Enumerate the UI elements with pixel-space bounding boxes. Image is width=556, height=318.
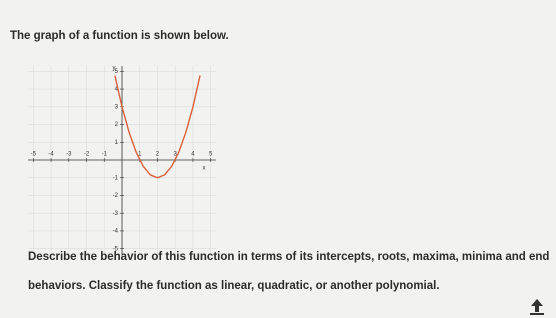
- x-tick-label: -5: [31, 152, 37, 158]
- x-tick-label: -4: [48, 152, 54, 158]
- x-tick-label: 5: [209, 152, 213, 158]
- upload-icon[interactable]: [526, 296, 556, 318]
- prompt: The graph of a function is shown below.: [10, 30, 229, 42]
- function-graph: -5 -4 -3 -2 -1 1 2 3 4 5 -5 -4 -3 -2 -1 1 2 3 4 5 x y: [28, 66, 216, 254]
- x-tick-label: -1: [102, 152, 108, 158]
- y-tick-label: 4: [115, 87, 119, 93]
- x-tick-label: -3: [66, 152, 72, 158]
- y-tick-label: -3: [113, 211, 119, 217]
- x-tick-label: 2: [156, 152, 160, 158]
- y-tick-label: 1: [115, 140, 119, 146]
- y-axis-label: y: [113, 66, 116, 72]
- y-tick-label: 3: [115, 104, 119, 110]
- y-tick-label: -2: [113, 193, 119, 199]
- y-tick-label: -1: [113, 175, 119, 181]
- question-line: Describe the behavior of this function i…: [28, 251, 550, 263]
- x-tick-label: 1: [138, 152, 142, 158]
- y-tick-label: -4: [113, 229, 119, 235]
- y-tick-label: 2: [115, 122, 119, 128]
- x-axis-label: x: [203, 166, 206, 172]
- x-tick-label: -2: [84, 152, 90, 158]
- x-tick-label: 3: [174, 152, 178, 158]
- function-curve: [114, 75, 201, 179]
- y-tick-label: -5: [113, 246, 119, 252]
- question-line: behaviors. Classify the function as line…: [28, 280, 440, 292]
- y-tick-label: 5: [115, 69, 119, 75]
- x-tick-label: 4: [191, 152, 195, 158]
